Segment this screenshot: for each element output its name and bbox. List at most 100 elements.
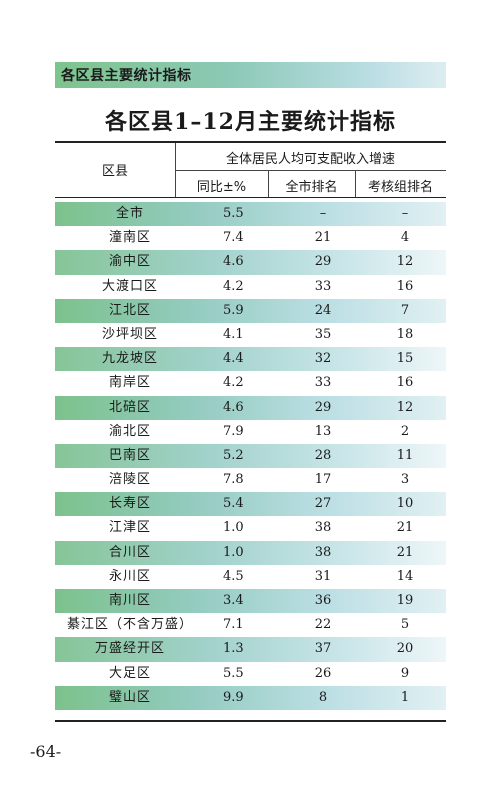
district-name: 南岸区	[108, 375, 151, 391]
group-rank: 19	[396, 593, 414, 608]
city-rank: 33	[314, 278, 332, 294]
group-rank: 16	[396, 278, 414, 294]
section-banner: 各区县主要统计指标	[55, 62, 446, 88]
group-rank: 11	[396, 447, 414, 463]
city-rank: 27	[314, 496, 332, 512]
header-district: 区县	[101, 164, 128, 179]
city-rank: 28	[314, 447, 332, 463]
table-row: 涪陵区 7.8 17 3	[55, 468, 446, 492]
city-rank: –	[319, 206, 327, 221]
city-rank: 24	[314, 302, 332, 318]
district-name: 永川区	[108, 568, 151, 584]
yoy-value: 7.9	[223, 423, 244, 439]
table-row: 南岸区 4.2 33 16	[55, 371, 446, 395]
table-row: 巴南区 5.2 28 11	[55, 443, 446, 469]
table-row: 九龙坡区 4.4 32 15	[55, 347, 446, 372]
city-rank: 8	[318, 689, 328, 705]
header-group-rank: 考核组排名	[367, 180, 433, 195]
group-rank: 10	[396, 496, 414, 512]
group-rank: –	[401, 206, 409, 221]
city-rank: 22	[314, 617, 332, 633]
table-row: 綦江区（不含万盛） 7.1 22 5	[55, 613, 446, 637]
table-row: 万盛经开区 1.3 37 20	[55, 637, 446, 662]
district-name: 长寿区	[108, 496, 151, 512]
yoy-value: 5.4	[223, 496, 244, 512]
district-name: 沙坪坝区	[101, 326, 158, 342]
table-row: 沙坪坝区 4.1 35 18	[55, 323, 446, 347]
group-rank: 21	[396, 520, 414, 536]
city-rank: 33	[314, 375, 332, 391]
yoy-value: 4.2	[223, 278, 244, 294]
city-rank: 35	[314, 326, 332, 342]
city-rank: 38	[314, 520, 332, 536]
city-rank: 29	[314, 254, 332, 270]
yoy-value: 7.4	[223, 230, 244, 246]
city-rank: 29	[314, 399, 332, 415]
header-yoy: 同比±%	[196, 180, 247, 195]
district-name: 涪陵区	[108, 472, 151, 488]
table-header-rule	[55, 197, 446, 198]
group-rank: 12	[396, 254, 414, 270]
table-row: 渝中区 4.6 29 12	[55, 250, 446, 275]
district-name: 璧山区	[108, 689, 151, 705]
district-name: 大渡口区	[101, 278, 158, 294]
city-rank: 13	[314, 423, 332, 439]
district-name: 北碚区	[108, 399, 151, 415]
table-row: 大足区 5.5 26 9	[55, 662, 446, 686]
table-row: 潼南区 7.4 21 4	[55, 226, 446, 250]
header-city-rank: 全市排名	[285, 180, 338, 195]
city-rank: 26	[314, 665, 332, 681]
district-name: 大足区	[108, 665, 151, 681]
group-rank: 3	[400, 472, 410, 488]
yoy-value: 4.4	[223, 351, 244, 367]
yoy-value: 7.8	[223, 472, 244, 488]
table-row: 南川区 3.4 36 19	[55, 589, 446, 614]
group-rank: 7	[400, 302, 410, 318]
group-rank: 16	[396, 375, 414, 391]
header-income-growth: 全体居民人均可支配收入增速	[225, 152, 395, 167]
table-bottom-rule	[55, 720, 446, 722]
city-rank: 38	[314, 544, 332, 560]
yoy-value: 5.9	[223, 302, 244, 318]
district-name: 南川区	[108, 593, 151, 608]
district-name: 渝中区	[108, 254, 151, 270]
page-number: -64-	[30, 742, 62, 761]
table-row: 江津区 1.0 38 21	[55, 516, 446, 540]
table-row: 长寿区 5.4 27 10	[55, 492, 446, 517]
table-row: 江北区 5.9 24 7	[55, 298, 446, 323]
group-rank: 21	[396, 544, 414, 560]
table-row: 渝北区 7.9 13 2	[55, 420, 446, 444]
yoy-value: 5.2	[223, 447, 244, 463]
table-row: 北碚区 4.6 29 12	[55, 395, 446, 420]
district-name: 渝北区	[108, 423, 151, 439]
yoy-value: 5.5	[223, 665, 244, 681]
district-name: 巴南区	[108, 447, 151, 463]
table-row: 全市 5.5 – –	[55, 202, 446, 227]
group-rank: 14	[396, 568, 414, 584]
header-divider	[355, 170, 356, 197]
group-rank: 20	[396, 641, 414, 657]
page-title: 各区县1–12月主要统计指标	[105, 109, 396, 135]
yoy-value: 4.5	[223, 568, 244, 584]
table-row: 璧山区 9.9 8 1	[55, 685, 446, 710]
yoy-value: 4.6	[223, 254, 244, 270]
group-rank: 4	[400, 230, 410, 246]
group-rank: 5	[400, 617, 410, 633]
district-name: 江津区	[108, 520, 151, 536]
district-name: 合川区	[108, 544, 151, 560]
district-name: 綦江区（不含万盛）	[66, 617, 193, 633]
district-name: 江北区	[108, 302, 151, 318]
yoy-value: 3.4	[223, 593, 244, 608]
yoy-value: 5.5	[223, 206, 244, 221]
district-name: 全市	[115, 206, 144, 221]
group-rank: 18	[396, 326, 414, 342]
table-row: 合川区 1.0 38 21	[55, 540, 446, 565]
table-top-rule	[55, 141, 446, 143]
city-rank: 17	[314, 472, 332, 488]
yoy-value: 9.9	[223, 689, 244, 705]
district-name: 九龙坡区	[101, 351, 158, 367]
yoy-value: 7.1	[223, 617, 244, 633]
yoy-value: 4.6	[223, 399, 244, 415]
city-rank: 37	[314, 641, 332, 657]
table-body: 全市 5.5 – – 潼南区 7.4 21 4 渝中区 4.6 29 12 大渡…	[55, 202, 446, 710]
